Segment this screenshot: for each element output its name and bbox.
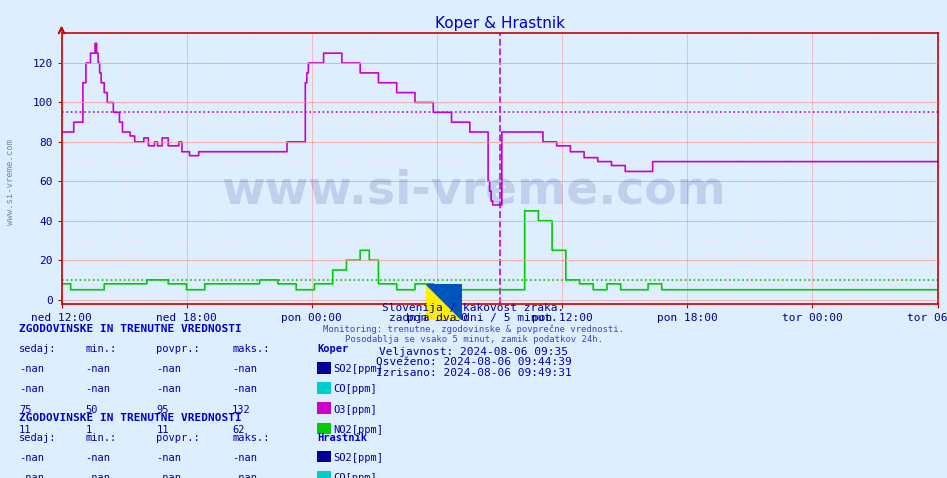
- Text: maks.:: maks.:: [232, 344, 270, 354]
- Text: NO2[ppm]: NO2[ppm]: [333, 424, 384, 435]
- Text: -nan: -nan: [232, 384, 257, 394]
- Text: www.si-vreme.com: www.si-vreme.com: [222, 169, 725, 214]
- Text: povpr.:: povpr.:: [156, 433, 200, 443]
- Text: 11: 11: [156, 424, 169, 435]
- Text: -nan: -nan: [156, 364, 181, 374]
- Text: -nan: -nan: [19, 453, 44, 463]
- Text: -nan: -nan: [85, 364, 110, 374]
- Text: Slovenija / kakovost zraka.: Slovenija / kakovost zraka.: [383, 303, 564, 313]
- Text: maks.:: maks.:: [232, 433, 270, 443]
- Text: 95: 95: [156, 404, 169, 414]
- Polygon shape: [426, 284, 462, 320]
- Text: -nan: -nan: [85, 453, 110, 463]
- Text: -nan: -nan: [232, 364, 257, 374]
- Text: CO[ppm]: CO[ppm]: [333, 384, 377, 394]
- Text: -nan: -nan: [156, 473, 181, 478]
- Polygon shape: [426, 284, 462, 320]
- Text: sedaj:: sedaj:: [19, 433, 57, 443]
- Text: 50: 50: [85, 404, 98, 414]
- Text: -nan: -nan: [19, 384, 44, 394]
- Title: Koper & Hrastnik: Koper & Hrastnik: [435, 16, 564, 31]
- Text: SO2[ppm]: SO2[ppm]: [333, 453, 384, 463]
- Text: Izrisano: 2024-08-06 09:49:31: Izrisano: 2024-08-06 09:49:31: [376, 368, 571, 378]
- Text: Monitoring: trenutne, zgodovinske & povprečne vrednosti.: Monitoring: trenutne, zgodovinske & povp…: [323, 324, 624, 334]
- Text: Koper: Koper: [317, 344, 348, 354]
- Text: CO[ppm]: CO[ppm]: [333, 473, 377, 478]
- Text: -nan: -nan: [232, 453, 257, 463]
- Text: min.:: min.:: [85, 433, 116, 443]
- Text: zadnja dva dni / 5 minut.: zadnja dva dni / 5 minut.: [389, 313, 558, 323]
- Text: Veljavnost: 2024-08-06 09:35: Veljavnost: 2024-08-06 09:35: [379, 347, 568, 357]
- Text: 1: 1: [85, 424, 92, 435]
- Text: 62: 62: [232, 424, 244, 435]
- Text: 11: 11: [19, 424, 31, 435]
- Text: Hrastnik: Hrastnik: [317, 433, 367, 443]
- Text: -nan: -nan: [156, 384, 181, 394]
- Text: Osveženo: 2024-08-06 09:44:39: Osveženo: 2024-08-06 09:44:39: [376, 358, 571, 368]
- Text: O3[ppm]: O3[ppm]: [333, 404, 377, 414]
- Text: -nan: -nan: [19, 473, 44, 478]
- Text: www.si-vreme.com: www.si-vreme.com: [6, 139, 15, 225]
- Text: sedaj:: sedaj:: [19, 344, 57, 354]
- Text: -nan: -nan: [19, 364, 44, 374]
- Text: SO2[ppm]: SO2[ppm]: [333, 364, 384, 374]
- Text: 132: 132: [232, 404, 251, 414]
- Text: -nan: -nan: [85, 473, 110, 478]
- Text: -nan: -nan: [156, 453, 181, 463]
- Text: min.:: min.:: [85, 344, 116, 354]
- Text: 75: 75: [19, 404, 31, 414]
- Text: ZGODOVINSKE IN TRENUTNE VREDNOSTI: ZGODOVINSKE IN TRENUTNE VREDNOSTI: [19, 413, 241, 423]
- Text: povpr.:: povpr.:: [156, 344, 200, 354]
- Text: -nan: -nan: [85, 384, 110, 394]
- Text: Posodablja se vsako 5 minut, zamik podatkov 24h.: Posodablja se vsako 5 minut, zamik podat…: [345, 335, 602, 344]
- Text: -nan: -nan: [232, 473, 257, 478]
- Text: ZGODOVINSKE IN TRENUTNE VREDNOSTI: ZGODOVINSKE IN TRENUTNE VREDNOSTI: [19, 324, 241, 334]
